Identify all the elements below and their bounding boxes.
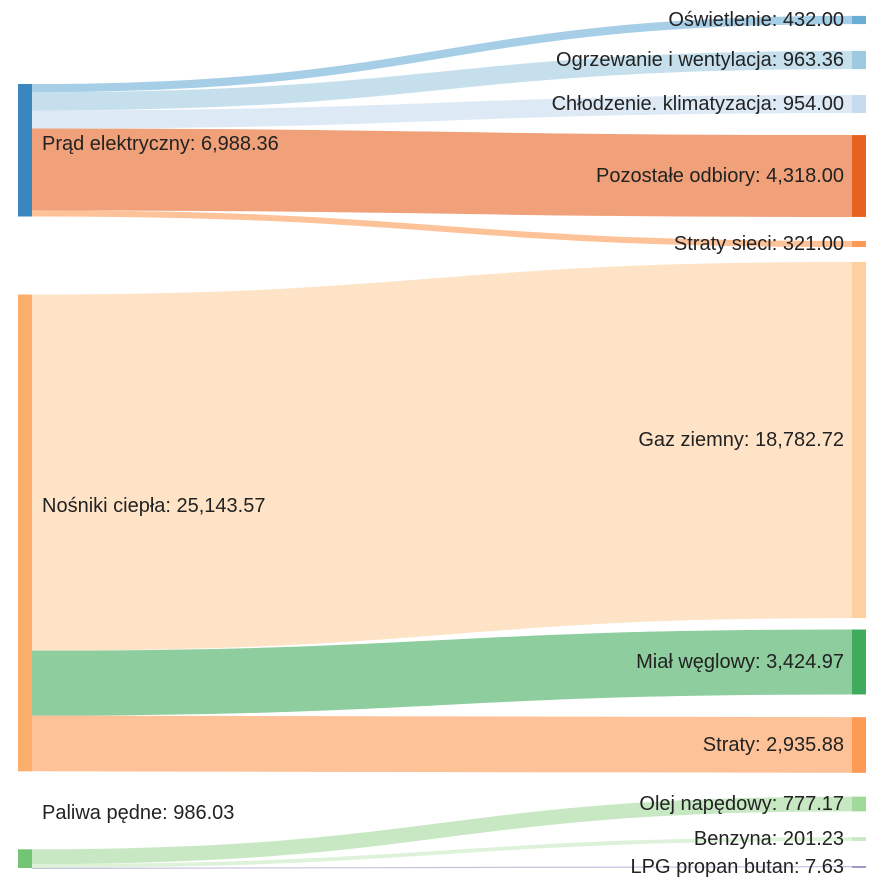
label-ogrzewanie: Ogrzewanie i wentylacja: 963.36 bbox=[556, 49, 844, 71]
label-mial: Miał węglowy: 3,424.97 bbox=[636, 651, 844, 673]
flow-prad-to-chlodzenie bbox=[31, 94, 853, 129]
node-olej bbox=[852, 796, 866, 812]
label-chlodzenie: Chłodzenie. klimatyzacja: 954.00 bbox=[552, 93, 844, 115]
node-oswietlenie bbox=[852, 15, 866, 25]
flow-paliwa-to-lpg bbox=[31, 866, 853, 870]
node-lpg bbox=[852, 866, 866, 868]
flow-nosniki-to-straty bbox=[31, 715, 853, 773]
node-straty bbox=[852, 717, 866, 773]
node-straty_sieci bbox=[852, 240, 866, 248]
node-gaz bbox=[852, 261, 866, 619]
sankey-nodes bbox=[18, 15, 866, 868]
flow-prad-to-ogrzewanie bbox=[31, 50, 853, 111]
label-lpg: LPG propan butan: 7.63 bbox=[631, 856, 845, 878]
label-paliwa: Paliwa pędne: 986.03 bbox=[42, 802, 234, 824]
flow-prad-to-oswietlenie bbox=[31, 15, 853, 93]
label-olej: Olej napędowy: 777.17 bbox=[639, 793, 844, 815]
label-benzyna: Benzyna: 201.23 bbox=[694, 828, 844, 850]
sankey-links bbox=[31, 15, 853, 870]
node-nosniki bbox=[18, 294, 32, 772]
node-benzyna bbox=[852, 837, 866, 841]
label-straty: Straty: 2,935.88 bbox=[703, 734, 844, 756]
node-paliwa bbox=[18, 849, 32, 868]
node-ogrzewanie bbox=[852, 50, 866, 70]
node-pozostale bbox=[852, 135, 866, 217]
flow-prad-to-pozostale bbox=[31, 128, 853, 217]
label-straty_sieci: Straty sieci: 321.00 bbox=[674, 233, 844, 255]
flow-paliwa-to-olej bbox=[31, 796, 853, 865]
flow-prad-to-straty_sieci bbox=[31, 210, 853, 248]
label-prad: Prąd elektryczny: 6,988.36 bbox=[42, 133, 279, 155]
flow-paliwa-to-benzyna bbox=[31, 837, 853, 868]
node-prad bbox=[18, 84, 32, 217]
label-pozostale: Pozostałe odbiory: 4,318.00 bbox=[596, 165, 844, 187]
node-mial bbox=[852, 629, 866, 695]
label-gaz: Gaz ziemny: 18,782.72 bbox=[638, 429, 844, 451]
label-oswietlenie: Oświetlenie: 432.00 bbox=[668, 9, 844, 31]
flow-nosniki-to-gaz bbox=[31, 261, 853, 651]
sankey-labels: Prąd elektryczny: 6,988.36 Nośniki ciepła… bbox=[42, 9, 844, 878]
node-chlodzenie bbox=[852, 94, 866, 114]
label-nosniki: Nośniki ciepła: 25,143.57 bbox=[42, 495, 265, 517]
flow-nosniki-to-mial bbox=[31, 629, 853, 716]
